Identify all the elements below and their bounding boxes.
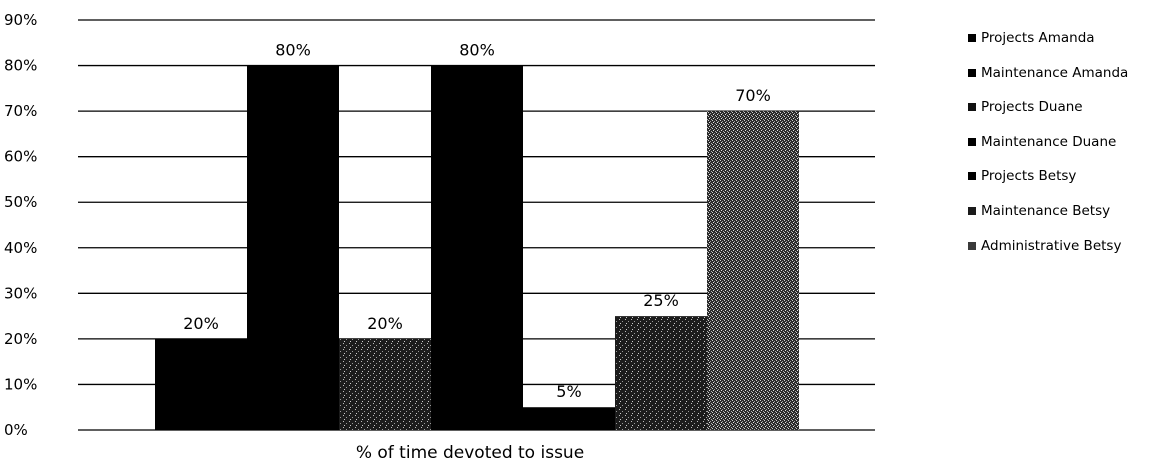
data-label: 5% [556,382,581,401]
legend-label: Projects Duane [981,99,1083,116]
legend-label: Maintenance Amanda [981,64,1129,81]
y-tick-label: 20% [4,330,37,348]
legend-item: Administrative Betsy [968,238,1173,273]
data-labels: 20% 80% 20% 80% 5% 25% 70% [183,41,771,402]
legend-swatch [968,206,976,215]
y-tick-label: 60% [4,148,37,166]
legend-label: Administrative Betsy [981,237,1122,254]
legend-item: Maintenance Betsy [968,203,1173,238]
legend: Projects Amanda Maintenance Amanda Project… [968,30,1173,272]
legend-label: Projects Amanda [981,30,1095,46]
data-label: 80% [275,41,311,60]
legend-swatch [968,172,976,181]
legend-swatch [968,68,976,77]
y-tick-label: 40% [4,239,37,257]
y-tick-label: 30% [4,284,37,302]
legend-swatch [968,103,976,112]
bar [339,338,431,430]
data-label: 20% [183,314,219,333]
bar [155,338,247,430]
legend-swatch [968,137,976,146]
y-tick-label: 10% [4,375,37,393]
y-tick-label: 70% [4,102,37,120]
legend-label: Projects Betsy [981,168,1077,185]
legend-label: Maintenance Duane [981,133,1117,150]
data-label: 25% [643,291,679,310]
bars [155,65,799,431]
data-label: 70% [735,86,771,105]
bar [615,316,707,430]
bar-chart: 0% 10% 20% 30% 40% 50% 60% 70% 80% 90% 20% 80% 20% 8… [4,11,875,439]
y-tick-label: 0% [4,421,28,439]
bar [247,65,339,431]
legend-item: Projects Amanda [968,30,1173,65]
legend-item: Maintenance Duane [968,134,1173,169]
data-label: 80% [459,41,495,60]
bar [707,111,799,430]
bar [431,65,523,431]
y-tick-label: 90% [4,11,37,29]
y-tick-label: 50% [4,193,37,211]
legend-swatch [968,241,976,250]
y-tick-label: 80% [4,57,37,75]
legend-item: Projects Betsy [968,168,1173,203]
legend-item: Maintenance Amanda [968,65,1173,100]
legend-item: Projects Duane [968,99,1173,134]
x-axis-label: % of time devoted to issue [355,443,585,463]
legend-label: Maintenance Betsy [981,202,1111,219]
legend-swatch [968,34,976,42]
y-axis-ticks: 0% 10% 20% 30% 40% 50% 60% 70% 80% 90% [4,11,37,439]
data-label: 20% [367,314,403,333]
bar [523,407,615,430]
